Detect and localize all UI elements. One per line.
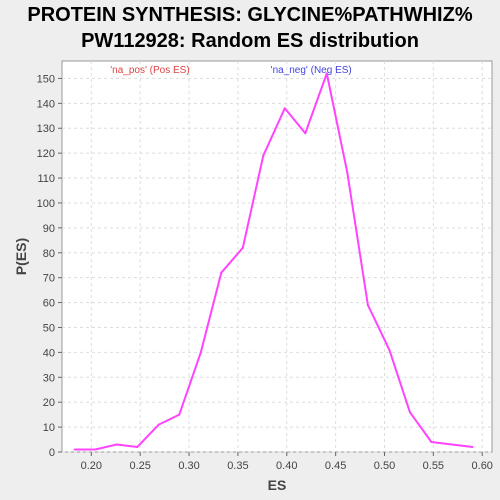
data-point — [450, 443, 453, 446]
axis-ticks: 0.20 0.25 0.30 0.35 0.40 0.45 0.50 0.55 0.60 0 10 2… — [37, 73, 493, 472]
data-point — [430, 441, 433, 444]
annotation-label: 'na_neg' (Neg ES) — [271, 65, 352, 76]
y-tick-label: 50 — [43, 322, 55, 334]
x-tick-label: 0.20 — [81, 460, 102, 472]
y-tick-label: 70 — [43, 273, 55, 285]
y-tick-label: 10 — [43, 422, 55, 434]
x-tick-label: 0.40 — [276, 460, 297, 472]
y-tick-label: 30 — [43, 372, 55, 384]
data-point — [304, 132, 307, 135]
y-tick-label: 40 — [43, 347, 55, 359]
y-tick-label: 120 — [37, 148, 55, 160]
data-point — [388, 348, 391, 351]
data-point — [136, 446, 139, 449]
data-point — [325, 72, 328, 75]
y-tick-label: 140 — [37, 98, 55, 110]
y-tick-label: 0 — [49, 447, 55, 459]
chart-title-line-2: PW112928: Random ES distribution — [81, 30, 419, 52]
data-point — [115, 443, 118, 446]
x-tick-label: 0.30 — [178, 460, 199, 472]
es-distribution-line — [74, 72, 473, 451]
data-series — [73, 72, 474, 451]
data-point — [178, 413, 181, 416]
y-tick-label: 110 — [37, 173, 55, 185]
x-tick-label: 0.55 — [423, 460, 444, 472]
x-tick-label: 0.60 — [472, 460, 493, 472]
y-tick-label: 60 — [43, 298, 55, 310]
data-point — [157, 423, 160, 426]
data-point — [262, 154, 265, 157]
y-tick-label: 90 — [43, 223, 55, 235]
chart-title-line-1: PROTEIN SYNTHESIS: GLYCINE%PATHWHIZ% — [27, 4, 473, 26]
x-axis-label: ES — [268, 477, 287, 493]
data-point — [346, 172, 349, 175]
data-point — [408, 411, 411, 414]
x-tick-label: 0.35 — [227, 460, 248, 472]
y-tick-label: 130 — [37, 123, 55, 135]
x-tick-label: 0.50 — [374, 460, 395, 472]
data-point — [283, 107, 286, 110]
y-tick-label: 20 — [43, 397, 55, 409]
data-point — [220, 271, 223, 274]
data-point — [73, 448, 76, 451]
data-point — [366, 304, 369, 307]
annotation-label: 'na_pos' (Pos ES) — [110, 65, 189, 76]
plot-area — [61, 60, 493, 453]
y-tick-label: 100 — [37, 198, 55, 210]
data-point — [94, 448, 97, 451]
x-tick-label: 0.45 — [325, 460, 346, 472]
y-tick-label: 150 — [37, 73, 55, 85]
annotations: 'na_pos' (Pos ES) 'na_neg' (Neg ES) — [110, 65, 352, 76]
y-tick-label: 80 — [43, 248, 55, 260]
y-axis-label: P(ES) — [13, 238, 29, 275]
data-point — [199, 351, 202, 354]
x-tick-label: 0.25 — [129, 460, 150, 472]
data-point — [471, 446, 474, 449]
data-point — [241, 246, 244, 249]
